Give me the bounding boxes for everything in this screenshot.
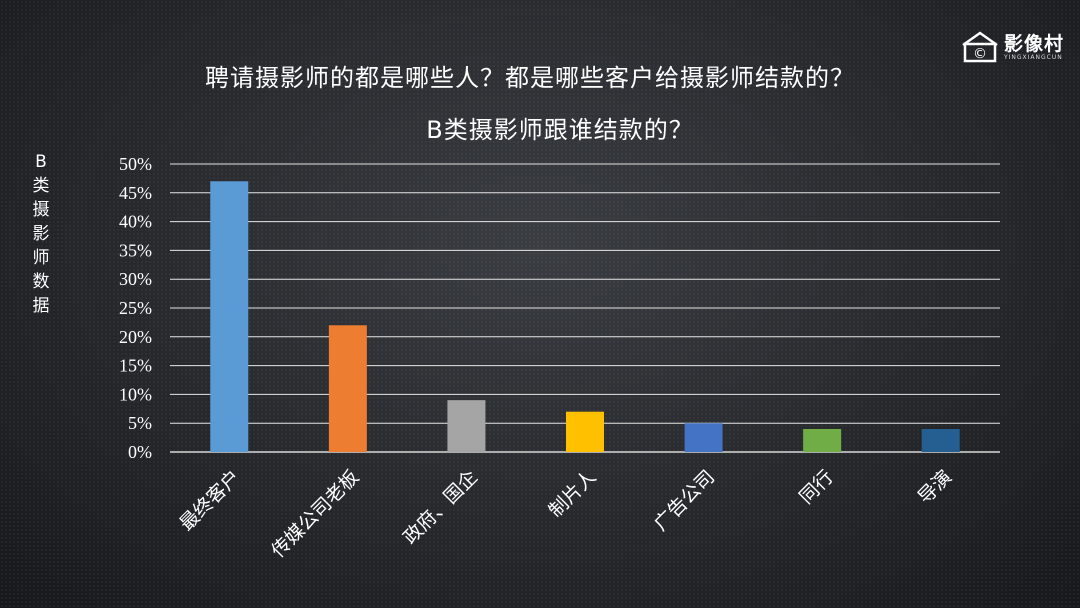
y-tick-label: 30%	[119, 269, 152, 289]
x-category-label: 最终客户	[176, 466, 245, 535]
x-category-label: 制片人	[545, 466, 601, 522]
y-tick-label: 35%	[119, 240, 152, 260]
logo-name: 影像村	[1003, 32, 1064, 55]
y-axis-label-char: 摄	[32, 200, 50, 220]
y-tick-label: 0%	[128, 442, 152, 462]
bar-4	[566, 411, 604, 452]
camera-house-icon: ©	[962, 31, 998, 63]
y-tick-label: 25%	[119, 298, 152, 318]
y-axis-label-char: 类	[32, 176, 50, 196]
brand-logo: © 影像村 YINGXIANGCUN	[960, 28, 1064, 66]
bar-7	[921, 428, 960, 452]
bar-1	[210, 181, 249, 452]
chart-title: B类摄影师跟谁结款的？	[426, 116, 694, 144]
bar-5	[684, 423, 723, 452]
bar-3	[447, 400, 486, 452]
y-axis-label-char: B	[35, 152, 47, 172]
y-axis-label-char: 据	[32, 296, 50, 316]
x-category-label: 同行	[795, 466, 837, 508]
y-tick-label: 50%	[119, 154, 152, 174]
bar-6	[803, 428, 842, 452]
logo-subtitle: YINGXIANGCUN	[1003, 53, 1063, 61]
y-axis-label-char: 影	[32, 224, 50, 244]
page-title: 聘请摄影师的都是哪些人？都是哪些客户给摄影师结款的？	[205, 64, 855, 92]
y-tick-label: 45%	[119, 183, 152, 203]
y-tick-label: 10%	[119, 384, 152, 404]
y-tick-label: 40%	[119, 212, 152, 232]
x-category-label: 广告公司	[650, 466, 719, 535]
y-tick-label: 15%	[119, 356, 152, 376]
y-axis-label-char: 数	[32, 272, 50, 292]
copyright-mark: ©	[973, 46, 987, 62]
x-category-label: 政府、国企	[399, 466, 482, 549]
y-axis-label-char: 师	[32, 248, 50, 268]
y-tick-label: 20%	[119, 327, 152, 347]
bar-2	[328, 325, 367, 452]
y-tick-label: 5%	[128, 413, 152, 433]
x-category-label: 导演	[914, 466, 956, 508]
x-category-label: 传媒公司老板	[267, 466, 363, 562]
